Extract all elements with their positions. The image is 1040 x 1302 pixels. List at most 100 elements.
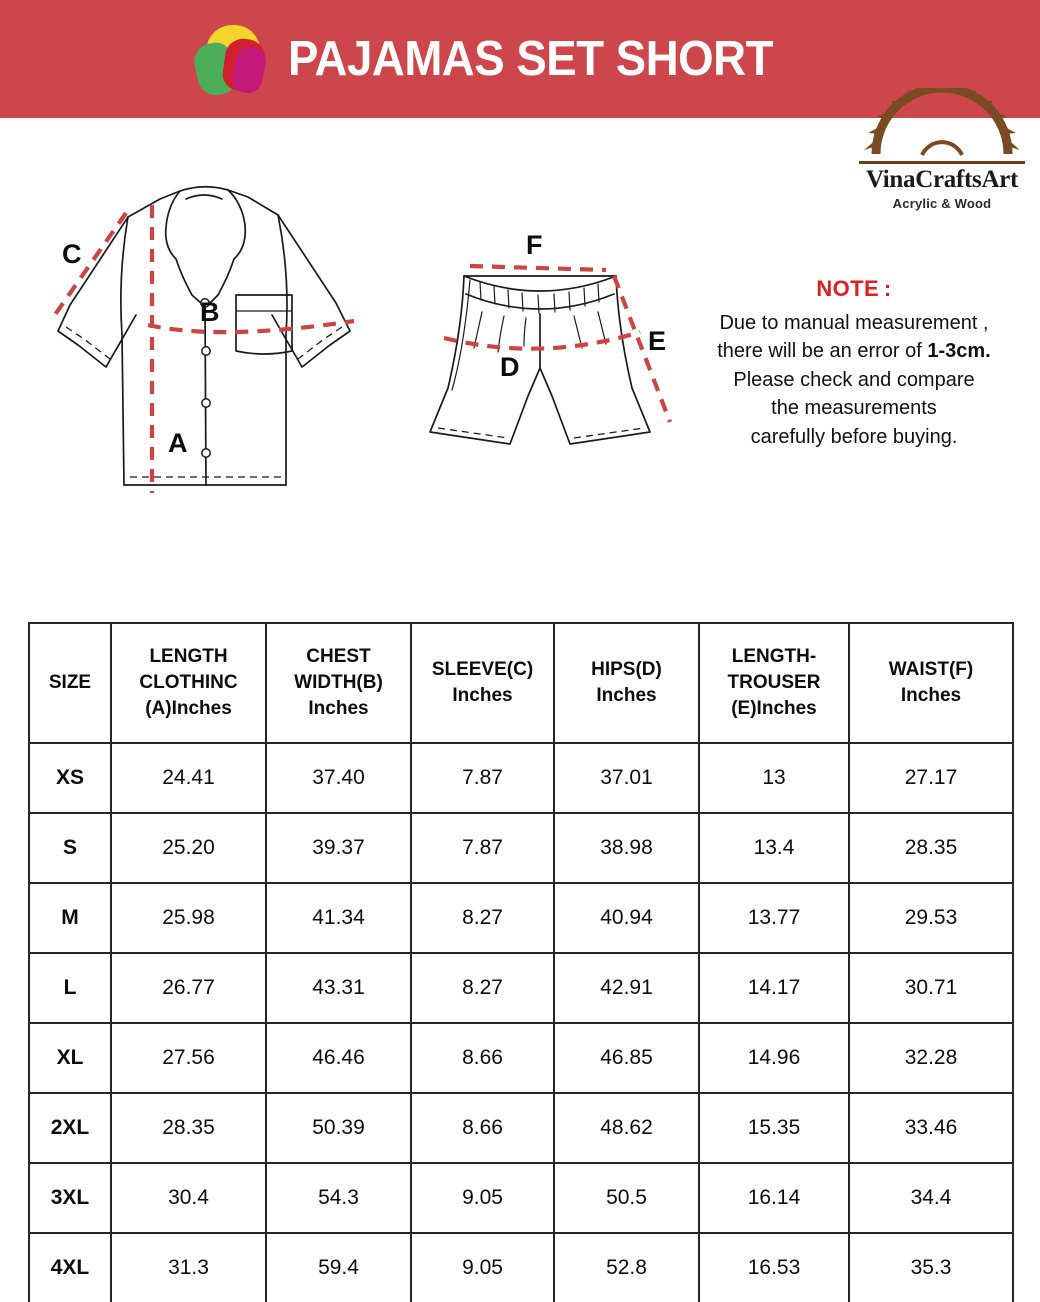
cell-hips: 52.8	[553, 1232, 700, 1302]
cell-length-trouser: 13.4	[698, 812, 850, 884]
three-petal-logo-icon	[191, 23, 270, 99]
cell-hips: 48.62	[553, 1092, 700, 1164]
cell-length-trouser: 14.96	[698, 1022, 850, 1094]
cell-chest-width: 54.3	[265, 1162, 412, 1234]
table-row: 4XL 31.3 59.4 9.05 52.8 16.53 35.3	[28, 1232, 1014, 1302]
cell-waist: 29.53	[848, 882, 1014, 954]
cell-length-clothing: 25.20	[110, 812, 267, 884]
table-row: XS 24.41 37.40 7.87 37.01 13 27.17	[28, 742, 1014, 814]
column-header-size: SIZE	[28, 622, 112, 744]
cell-length-trouser: 16.14	[698, 1162, 850, 1234]
table-header-row: SIZE LENGTH CLOTHINC (A)Inches CHEST WID…	[28, 622, 1014, 744]
cell-hips: 46.85	[553, 1022, 700, 1094]
measure-line-f	[469, 263, 607, 273]
note-line-2-text: there will be an error of	[717, 340, 928, 363]
column-header-chest-width: CHEST WIDTH(B) Inches	[265, 622, 412, 744]
pajama-shirt-diagram: A B C	[40, 155, 390, 515]
cell-sleeve: 8.66	[410, 1092, 555, 1164]
pajama-shorts-diagram: F D E	[402, 228, 692, 463]
note-block: NOTE : Due to manual measurement , there…	[686, 276, 1022, 451]
cell-waist: 33.46	[848, 1092, 1014, 1164]
cell-length-trouser: 14.17	[698, 952, 850, 1024]
table-row: S 25.20 39.37 7.87 38.98 13.4 28.35	[28, 812, 1014, 884]
note-line-4: the measurements	[771, 397, 937, 420]
cell-waist: 34.4	[848, 1162, 1014, 1234]
cell-size: XS	[28, 742, 112, 814]
cell-length-clothing: 30.4	[110, 1162, 267, 1234]
table-row: 3XL 30.4 54.3 9.05 50.5 16.14 34.4	[28, 1162, 1014, 1234]
cell-length-trouser: 15.35	[698, 1092, 850, 1164]
sunburst-saw-blade-icon	[864, 88, 1020, 156]
note-line-1: Due to manual measurement ,	[719, 312, 989, 334]
note-line-2: there will be an error of 1-3cm.	[686, 337, 1022, 365]
measure-line-d	[443, 329, 641, 351]
cell-sleeve: 7.87	[410, 742, 555, 814]
column-header-length-clothing: LENGTH CLOTHINC (A)Inches	[110, 622, 267, 744]
measure-line-e	[612, 275, 672, 423]
cell-length-clothing: 25.98	[110, 882, 267, 954]
cell-length-clothing: 31.3	[110, 1232, 267, 1302]
cell-length-trouser: 13.77	[698, 882, 850, 954]
cell-chest-width: 46.46	[265, 1022, 412, 1094]
size-chart-table: SIZE LENGTH CLOTHINC (A)Inches CHEST WID…	[28, 622, 1014, 1302]
marker-label-e: E	[648, 326, 666, 356]
brand-logo: VinaCraftsArt Acrylic & Wood	[852, 88, 1032, 211]
cell-chest-width: 50.39	[265, 1092, 412, 1164]
cell-sleeve: 7.87	[410, 812, 555, 884]
note-line-5: carefully before buying.	[750, 425, 958, 448]
note-line-3: Please check and compare	[733, 368, 975, 391]
cell-waist: 35.3	[848, 1232, 1014, 1302]
column-header-length-trouser: LENGTH- TROUSER (E)Inches	[698, 622, 850, 744]
brand-name: VinaCraftsArt	[865, 166, 1019, 193]
cell-size: 3XL	[28, 1162, 112, 1234]
column-header-waist: WAIST(F) Inches	[848, 622, 1014, 744]
cell-chest-width: 43.31	[265, 952, 412, 1024]
cell-sleeve: 8.27	[410, 952, 555, 1024]
column-header-sleeve: SLEEVE(C) Inches	[410, 622, 555, 744]
marker-label-b: B	[200, 297, 220, 327]
cell-waist: 30.71	[848, 952, 1014, 1024]
cell-length-clothing: 24.41	[110, 742, 267, 814]
cell-hips: 42.91	[553, 952, 700, 1024]
cell-sleeve: 9.05	[410, 1232, 555, 1302]
cell-sleeve: 8.27	[410, 882, 555, 954]
table-body: XS 24.41 37.40 7.87 37.01 13 27.17 S 25.20 39.37 7…	[28, 742, 1014, 1302]
cell-length-clothing: 28.35	[110, 1092, 267, 1164]
cell-chest-width: 59.4	[265, 1232, 412, 1302]
cell-sleeve: 9.05	[410, 1162, 555, 1234]
cell-sleeve: 8.66	[410, 1022, 555, 1094]
cell-waist: 32.28	[848, 1022, 1014, 1094]
table-header: SIZE LENGTH CLOTHINC (A)Inches CHEST WID…	[28, 622, 1014, 744]
cell-size: 4XL	[28, 1232, 112, 1302]
cell-length-clothing: 27.56	[110, 1022, 267, 1094]
cell-hips: 40.94	[553, 882, 700, 954]
cell-size: L	[28, 952, 112, 1024]
page-header: PAJAMAS SET SHORT	[0, 0, 1040, 118]
cell-size: 2XL	[28, 1092, 112, 1164]
cell-length-clothing: 26.77	[110, 952, 267, 1024]
cell-chest-width: 41.34	[265, 882, 412, 954]
cell-waist: 27.17	[848, 742, 1014, 814]
marker-label-a: A	[168, 428, 188, 458]
cell-size: M	[28, 882, 112, 954]
table-row: M 25.98 41.34 8.27 40.94 13.77 29.53	[28, 882, 1014, 954]
cell-chest-width: 39.37	[265, 812, 412, 884]
cell-length-trouser: 13	[698, 742, 850, 814]
table-row: 2XL 28.35 50.39 8.66 48.62 15.35 33.46	[28, 1092, 1014, 1164]
brand-tagline: Acrylic & Wood	[892, 196, 992, 212]
page-title: PAJAMAS SET SHORT	[288, 32, 774, 86]
logo-divider	[859, 161, 1025, 164]
cell-hips: 50.5	[553, 1162, 700, 1234]
table-row: XL 27.56 46.46 8.66 46.85 14.96 32.28	[28, 1022, 1014, 1094]
note-error-value: 1-3cm.	[927, 340, 991, 363]
cell-hips: 38.98	[553, 812, 700, 884]
cell-size: S	[28, 812, 112, 884]
marker-label-c: C	[62, 239, 82, 269]
note-heading: NOTE :	[816, 276, 892, 301]
cell-size: XL	[28, 1022, 112, 1094]
cell-hips: 37.01	[553, 742, 700, 814]
marker-label-d: D	[500, 352, 520, 382]
cell-chest-width: 37.40	[265, 742, 412, 814]
measure-line-b	[147, 318, 355, 335]
